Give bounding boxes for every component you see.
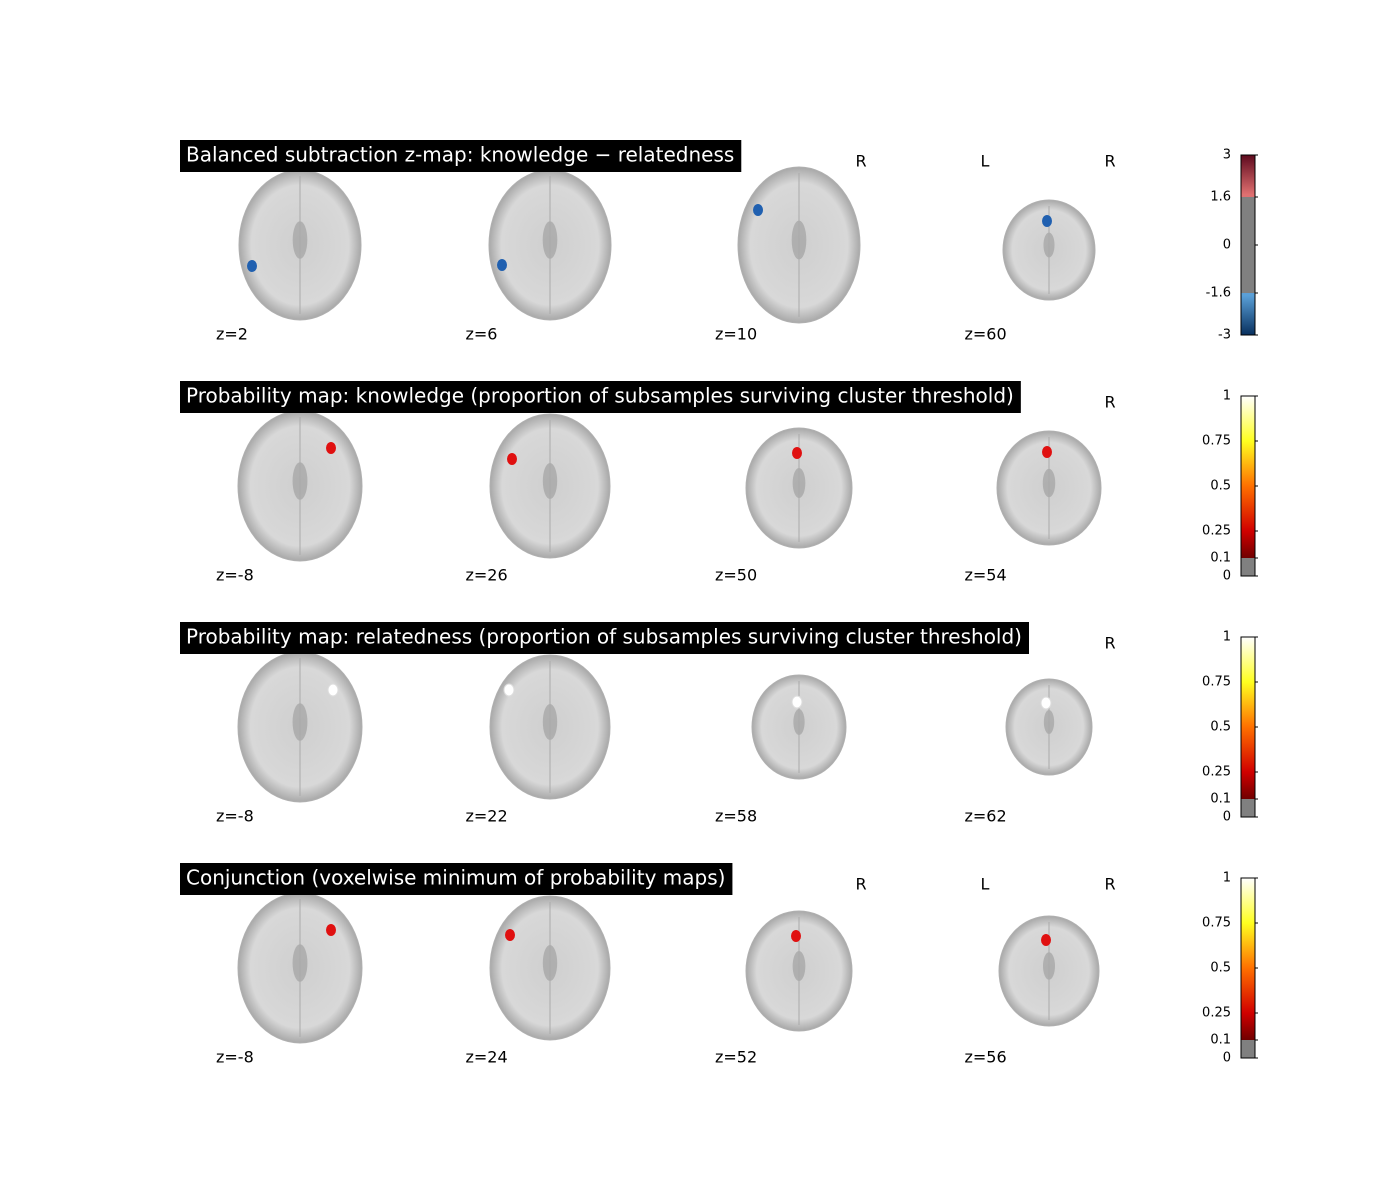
orientation-label: R [855, 152, 866, 171]
activation-blob [503, 683, 515, 697]
slice-label: z=50 [715, 566, 757, 585]
colorbar-tick-label: 0.1 [1210, 1033, 1231, 1048]
title-background [180, 622, 1029, 654]
orientation-label: R [1104, 393, 1115, 412]
colorbar-tick-label: 0.1 [1210, 551, 1231, 566]
colorbar-tick-label: 0.25 [1202, 765, 1231, 780]
colorbar-tick-label: 0 [1223, 1051, 1231, 1066]
title-background [180, 381, 1021, 413]
slice-label: z=10 [715, 325, 757, 344]
activation-blob [507, 453, 517, 465]
slice-label: z=26 [466, 566, 508, 585]
activation-blob [327, 683, 339, 697]
colorbar [1241, 396, 1255, 576]
colorbar-tick-label: 0.5 [1210, 720, 1231, 735]
colorbar-tick-label: 3 [1223, 148, 1231, 163]
orientation-label: R [1104, 152, 1115, 171]
activation-blob [753, 204, 763, 216]
slice-label: z=58 [715, 807, 757, 826]
slice-label: z=22 [466, 807, 508, 826]
activation-blob [1042, 215, 1052, 227]
activation-blob [1042, 446, 1052, 458]
activation-blob [326, 442, 336, 454]
colorbar-tick-label: 0.5 [1210, 961, 1231, 976]
colorbar-tick-label: 0.75 [1202, 675, 1231, 690]
slice-label: z=56 [965, 1048, 1007, 1067]
colorbar-tick-label: 0.25 [1202, 524, 1231, 539]
colorbar-tick-label: -1.6 [1206, 286, 1231, 301]
activation-blob [247, 260, 257, 272]
slice-label: z=6 [466, 325, 498, 344]
orientation-label: R [1104, 634, 1115, 653]
colorbar-tick-label: 0 [1223, 810, 1231, 825]
colorbar-tick-label: 0.1 [1210, 792, 1231, 807]
orientation-label: L [981, 152, 990, 171]
colorbar-tick-label: 0 [1223, 569, 1231, 584]
orientation-label: R [1104, 875, 1115, 894]
colorbar-tick-label: 1 [1223, 871, 1231, 886]
activation-blob [497, 259, 507, 271]
title-background [180, 863, 733, 895]
colorbar-threshold [1241, 197, 1255, 293]
activation-blob [791, 695, 803, 709]
colorbar [1241, 637, 1255, 817]
panel-title: Balanced subtraction z-map: knowledge − … [186, 143, 734, 167]
orientation-label: L [981, 875, 990, 894]
activation-blob [1040, 696, 1052, 710]
panel-title: Probability map: relatedness (proportion… [186, 625, 1022, 649]
activation-blob [326, 924, 336, 936]
colorbar-tick-label: 0.75 [1202, 434, 1231, 449]
colorbar-tick-label: 1 [1223, 630, 1231, 645]
colorbar-tick-label: 0 [1223, 238, 1231, 253]
colorbar-tick-label: -3 [1218, 328, 1231, 343]
slice-label: z=24 [466, 1048, 508, 1067]
colorbar-threshold [1241, 558, 1255, 576]
slice-label: z=60 [965, 325, 1007, 344]
slice-label: z=-8 [216, 566, 254, 585]
slice-label: z=54 [965, 566, 1007, 585]
slice-label: z=2 [216, 325, 248, 344]
colorbar [1241, 878, 1255, 1058]
slice-label: z=-8 [216, 807, 254, 826]
colorbar-tick-label: 0.25 [1202, 1006, 1231, 1021]
activation-blob [792, 447, 802, 459]
title-background [180, 140, 742, 172]
activation-blob [1041, 934, 1051, 946]
colorbar-threshold [1241, 1040, 1255, 1058]
colorbar-tick-label: 0.5 [1210, 479, 1231, 494]
orientation-label: R [855, 875, 866, 894]
colorbar-threshold [1241, 799, 1255, 817]
activation-blob [505, 929, 515, 941]
panel-title: Probability map: knowledge (proportion o… [186, 384, 1014, 408]
colorbar-tick-label: 0.75 [1202, 916, 1231, 931]
colorbar-tick-label: 1 [1223, 389, 1231, 404]
activation-blob [791, 930, 801, 942]
panel-title: Conjunction (voxelwise minimum of probab… [186, 866, 725, 890]
colorbar-tick-label: 1.6 [1210, 190, 1231, 205]
slice-label: z=62 [965, 807, 1007, 826]
slice-label: z=-8 [216, 1048, 254, 1067]
slice-label: z=52 [715, 1048, 757, 1067]
